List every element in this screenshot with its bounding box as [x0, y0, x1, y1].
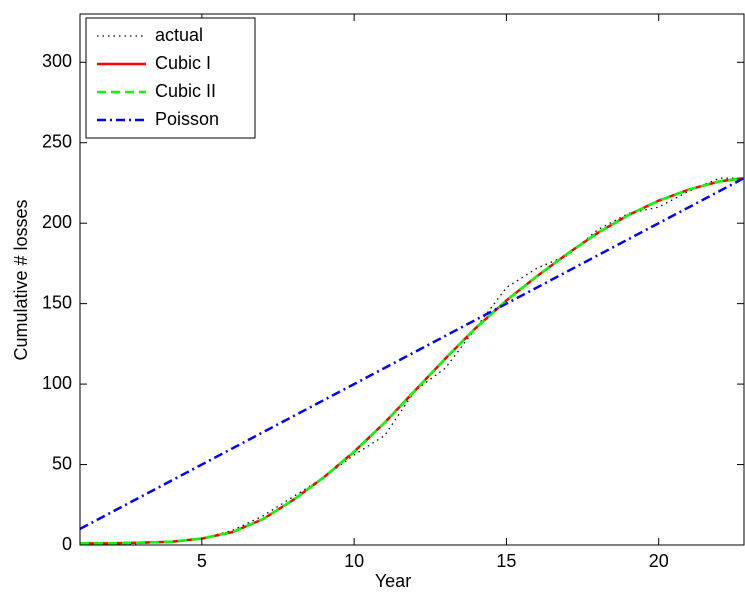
legend-label: Cubic II	[155, 81, 216, 101]
y-tick-label: 300	[42, 51, 72, 71]
y-tick-label: 0	[62, 534, 72, 554]
axes-box	[79, 13, 745, 546]
y-tick-label: 250	[42, 131, 72, 151]
y-tick-label: 50	[52, 453, 72, 473]
y-tick-label: 150	[42, 292, 72, 312]
x-axis-label: Year	[375, 571, 411, 591]
series-line	[80, 177, 744, 531]
legend-box	[85, 17, 256, 139]
legend-label: Cubic I	[155, 53, 211, 73]
x-tick-label: 20	[649, 551, 669, 571]
series-line	[80, 176, 744, 545]
x-tick-label: 10	[344, 551, 364, 571]
legend-label: actual	[155, 25, 203, 45]
y-axis-label: Cumulative # losses	[11, 199, 31, 360]
y-tick-label: 100	[42, 373, 72, 393]
legend-label: Poisson	[155, 109, 219, 129]
y-tick-label: 200	[42, 212, 72, 232]
x-tick-label: 15	[496, 551, 516, 571]
x-tick-label: 5	[197, 551, 207, 571]
series-line	[80, 177, 744, 545]
series-line	[80, 176, 744, 545]
